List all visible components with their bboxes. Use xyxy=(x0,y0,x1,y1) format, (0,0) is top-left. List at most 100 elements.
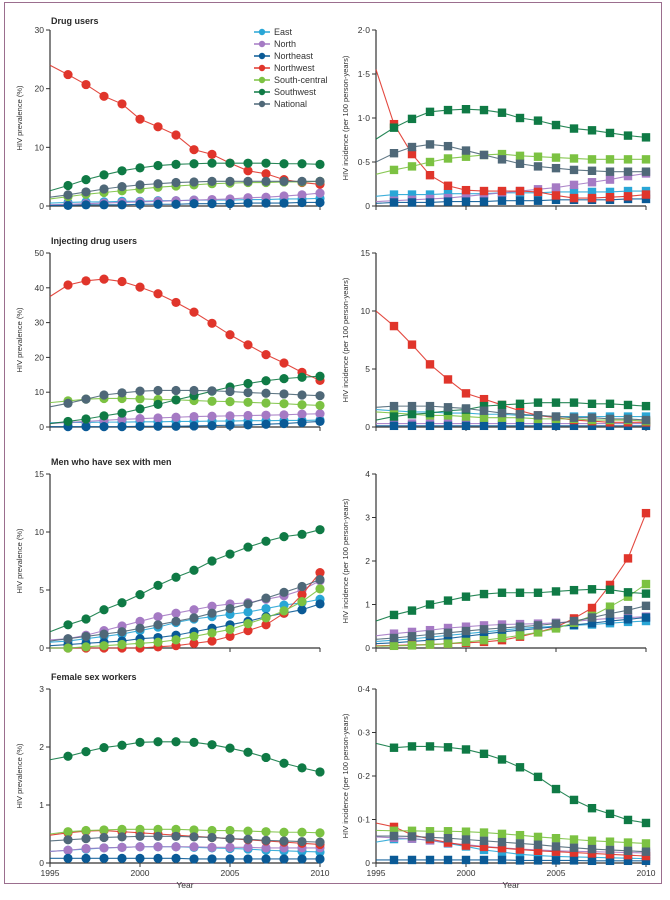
data-point xyxy=(225,158,235,168)
data-point xyxy=(587,413,597,422)
series-northeast xyxy=(50,197,325,211)
data-point xyxy=(81,276,91,286)
y-tick-label: 2 xyxy=(39,742,44,752)
data-point xyxy=(461,421,471,431)
data-point xyxy=(279,836,289,846)
data-point xyxy=(551,847,561,856)
data-point xyxy=(443,743,453,752)
series-northwest xyxy=(375,508,651,650)
data-point xyxy=(135,163,145,173)
data-point xyxy=(461,152,471,161)
data-point xyxy=(515,421,525,431)
x-tick-label: 2000 xyxy=(131,868,150,878)
data-point xyxy=(243,198,253,208)
data-point xyxy=(407,627,417,637)
data-point xyxy=(189,613,199,623)
data-point xyxy=(63,835,73,845)
data-point xyxy=(81,422,91,432)
x-axis-label: Year xyxy=(502,880,519,890)
data-point xyxy=(407,826,417,836)
data-point xyxy=(407,114,417,124)
data-point xyxy=(171,824,181,834)
y-axis-label: HIV prevalence (%) xyxy=(15,528,24,594)
data-point xyxy=(189,411,199,422)
data-point xyxy=(443,838,453,847)
data-point xyxy=(261,536,271,546)
data-point xyxy=(551,183,561,192)
data-point xyxy=(587,399,597,408)
data-point xyxy=(243,387,253,398)
data-point xyxy=(81,834,91,844)
data-point xyxy=(389,855,399,865)
data-point xyxy=(225,603,235,614)
data-point xyxy=(497,400,507,410)
legend-item-east: East xyxy=(254,27,293,37)
data-point xyxy=(297,190,307,200)
data-point xyxy=(279,854,289,864)
data-point xyxy=(407,142,417,152)
data-point xyxy=(461,389,471,398)
data-point xyxy=(135,180,145,190)
series-line xyxy=(49,397,321,406)
data-point xyxy=(479,842,489,852)
x-tick-label: 2000 xyxy=(457,868,476,878)
series-line xyxy=(49,413,321,425)
data-point xyxy=(315,767,325,777)
data-point xyxy=(533,398,543,407)
data-point xyxy=(99,184,109,194)
data-point xyxy=(297,763,307,773)
data-point xyxy=(605,585,615,594)
y-tick-label: 0 xyxy=(39,643,44,653)
data-point xyxy=(461,626,471,636)
y-tick-label: 1·0 xyxy=(358,113,371,123)
data-point xyxy=(461,192,471,201)
data-point xyxy=(225,743,235,753)
data-point xyxy=(63,398,73,408)
data-point xyxy=(443,855,453,865)
data-point xyxy=(389,826,399,836)
data-point xyxy=(261,752,271,763)
data-point xyxy=(153,179,163,189)
legend-item-northwest: Northwest xyxy=(254,63,315,73)
data-point xyxy=(279,418,289,429)
data-point xyxy=(443,628,453,637)
data-point xyxy=(261,398,271,408)
data-point xyxy=(171,159,181,169)
series-line xyxy=(375,617,647,645)
x-tick-label: 1995 xyxy=(41,868,60,878)
series-northwest xyxy=(49,274,325,385)
series-line xyxy=(375,829,647,844)
data-point xyxy=(189,385,199,396)
data-point xyxy=(225,176,235,186)
data-point xyxy=(389,321,399,331)
legend-item-southwest: Southwest xyxy=(254,87,317,97)
data-point xyxy=(225,834,235,844)
data-point xyxy=(479,186,489,196)
data-point xyxy=(81,614,91,624)
data-point xyxy=(81,200,91,210)
data-point xyxy=(225,631,235,642)
series-line xyxy=(375,512,647,647)
series-line xyxy=(49,162,321,192)
data-point xyxy=(207,832,217,843)
data-point xyxy=(171,412,181,422)
data-point xyxy=(425,190,435,199)
data-point xyxy=(171,297,181,308)
series-line xyxy=(50,201,320,206)
data-point xyxy=(315,568,325,578)
data-point xyxy=(587,603,597,613)
data-point xyxy=(117,166,127,176)
data-point xyxy=(623,131,633,140)
data-point xyxy=(99,742,109,753)
data-point xyxy=(587,585,597,594)
series-southwest xyxy=(375,742,651,828)
data-point xyxy=(135,824,145,834)
data-point xyxy=(569,585,579,595)
data-point xyxy=(261,827,271,837)
data-point xyxy=(189,825,199,835)
data-point xyxy=(135,638,145,648)
panel-msm-incidence: HIV incidence (per 100 person-years) 0 1 2 3… xyxy=(341,469,651,653)
data-point xyxy=(587,856,597,866)
data-point xyxy=(605,193,615,202)
data-point xyxy=(497,837,507,847)
